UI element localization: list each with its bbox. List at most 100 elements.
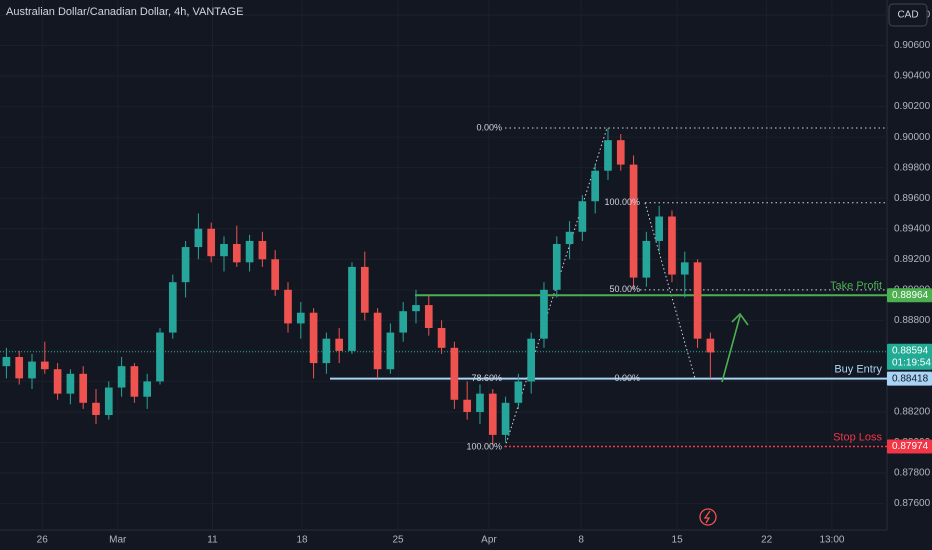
candle-body xyxy=(2,356,11,367)
candle-body xyxy=(488,393,497,435)
fib-label: 50.00% xyxy=(609,284,640,294)
drawings xyxy=(0,127,887,448)
candle-body xyxy=(232,244,241,263)
level-price-label: 0.87974 xyxy=(892,441,929,452)
y-tick-label: 0.90000 xyxy=(894,132,931,143)
candle-body xyxy=(642,240,651,278)
currency-label[interactable]: CAD xyxy=(897,10,918,21)
candle-body xyxy=(258,240,267,260)
y-tick-label: 0.90200 xyxy=(894,101,931,112)
candle-body xyxy=(655,216,664,241)
candle-body xyxy=(527,338,536,382)
last-price-label: 0.88594 xyxy=(892,345,929,356)
candle-body xyxy=(450,347,459,400)
candle-body xyxy=(130,366,139,397)
candle-body xyxy=(463,399,472,412)
y-tick-label: 0.87600 xyxy=(894,498,931,509)
candle-body xyxy=(629,164,638,278)
candle-body xyxy=(143,381,152,397)
grid xyxy=(0,0,887,530)
candle-body xyxy=(373,312,382,370)
level-name: Take Profit xyxy=(830,280,882,292)
candle-body xyxy=(296,312,305,324)
y-tick-label: 0.90400 xyxy=(894,71,931,82)
candle-body xyxy=(284,289,292,324)
candle-body xyxy=(28,361,36,379)
candle-body xyxy=(591,170,600,202)
x-tick-label: 13:00 xyxy=(819,535,844,546)
x-tick-label: 8 xyxy=(578,535,584,546)
candle-body xyxy=(207,228,216,257)
alert-icon[interactable] xyxy=(699,508,717,526)
candle-body xyxy=(501,402,510,435)
candle-body xyxy=(578,201,587,232)
fib-label: 100.00% xyxy=(466,441,502,451)
candle-body xyxy=(399,311,408,333)
candle-body xyxy=(706,338,715,353)
x-tick-label: 18 xyxy=(297,535,309,546)
candle-body xyxy=(680,262,689,275)
fib-label: 0.00% xyxy=(614,373,640,383)
y-tick-label: 0.89200 xyxy=(894,254,931,265)
candle-body xyxy=(15,356,24,379)
candle-body xyxy=(271,259,280,290)
y-tick-label: 0.88200 xyxy=(894,407,931,418)
chart-title: Australian Dollar/Canadian Dollar, 4h, V… xyxy=(6,6,243,18)
y-tick-label: 0.89400 xyxy=(894,223,931,234)
x-tick-label: 11 xyxy=(207,535,218,546)
candle-body xyxy=(40,361,49,370)
candle-body xyxy=(668,216,676,275)
x-tick-label: 25 xyxy=(392,535,404,546)
candle-body xyxy=(604,140,612,171)
candle-body xyxy=(53,369,62,394)
candle-body xyxy=(79,373,88,403)
x-tick-label: Apr xyxy=(481,535,497,546)
candle-body xyxy=(168,282,177,333)
fib-label: 100.00% xyxy=(604,197,640,207)
y-tick-label: 0.90600 xyxy=(894,40,931,51)
candle-body xyxy=(540,289,548,339)
candle-body xyxy=(245,240,254,263)
y-tick-label: 0.89600 xyxy=(894,193,931,204)
candle-body xyxy=(309,312,318,364)
candles xyxy=(2,127,715,446)
candle-body xyxy=(117,366,126,388)
candle-body xyxy=(66,373,75,394)
x-tick-label: Mar xyxy=(109,535,127,546)
candle-body xyxy=(181,247,190,283)
candle-body xyxy=(424,305,433,328)
level-price-label: 0.88418 xyxy=(892,373,929,384)
candle-body xyxy=(322,338,331,364)
candle-body xyxy=(348,266,356,351)
candle-body xyxy=(437,327,446,348)
fib-label: 0.00% xyxy=(476,122,502,132)
alert-icon-bolt xyxy=(703,510,711,524)
candle-body xyxy=(220,244,228,257)
fib-trend-line xyxy=(644,202,696,379)
projection-arrow xyxy=(721,312,749,383)
candle-body xyxy=(386,332,395,370)
level-price-box xyxy=(887,371,932,386)
countdown-label: 01:19:54 xyxy=(892,357,931,368)
x-tick-label: 15 xyxy=(672,535,684,546)
candle-body xyxy=(412,305,420,312)
candle-body xyxy=(693,262,702,339)
candle-body xyxy=(514,381,523,403)
level-name: Buy Entry xyxy=(834,364,882,376)
level-price-box xyxy=(887,288,932,303)
y-tick-label: 0.89800 xyxy=(894,162,931,173)
x-tick-label: 22 xyxy=(761,535,773,546)
candle-body xyxy=(476,393,484,412)
y-tick-label: 0.88800 xyxy=(894,315,931,326)
level-price-label: 0.88964 xyxy=(892,290,929,301)
level-price-box xyxy=(887,439,932,454)
level-name: Stop Loss xyxy=(833,431,882,443)
candle-body xyxy=(194,228,203,248)
candle-body xyxy=(156,332,164,382)
fib-label: 78.60% xyxy=(471,373,502,383)
last-price-box xyxy=(887,343,932,370)
currency-button[interactable] xyxy=(888,3,928,27)
candle-body xyxy=(104,387,113,416)
